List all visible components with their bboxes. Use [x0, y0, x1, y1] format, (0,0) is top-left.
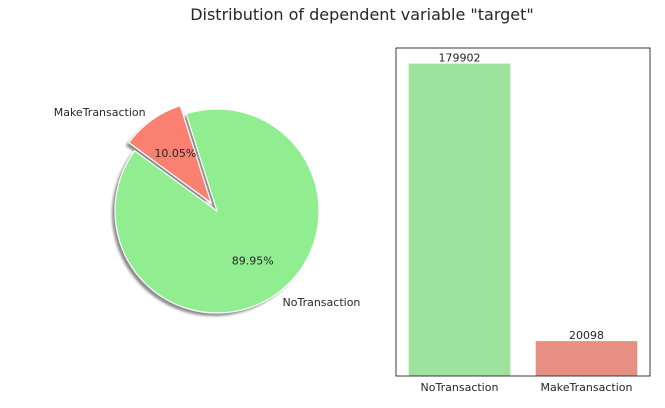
pie-category-label-maketransaction: MakeTransaction	[54, 106, 146, 119]
bar-x-tick-label-notransaction: NoTransaction	[421, 381, 499, 394]
pie-slice-maketransaction	[127, 104, 213, 205]
pie-category-label-notransaction: NoTransaction	[283, 296, 361, 309]
chart-suptitle: Distribution of dependent variable "targ…	[190, 5, 534, 24]
bar-chart: 179902 NoTransaction 20098 MakeTransaction	[395, 47, 651, 394]
bar-x-tick-label-maketransaction: MakeTransaction	[541, 381, 633, 394]
bar-value-label-maketransaction: 20098	[569, 329, 604, 342]
bar-maketransaction	[535, 341, 638, 376]
bar-axes-frame	[395, 47, 651, 377]
pie-chart: 89.95% NoTransaction 10.05% MakeTransaction	[54, 104, 361, 317]
bar-value-label-notransaction: 179902	[439, 52, 481, 65]
bar-notransaction	[408, 63, 511, 376]
pie-slice-notransaction	[114, 108, 320, 314]
pie-pct-label-notransaction: 89.95%	[232, 255, 274, 268]
pie-pct-label-maketransaction: 10.05%	[154, 147, 196, 160]
